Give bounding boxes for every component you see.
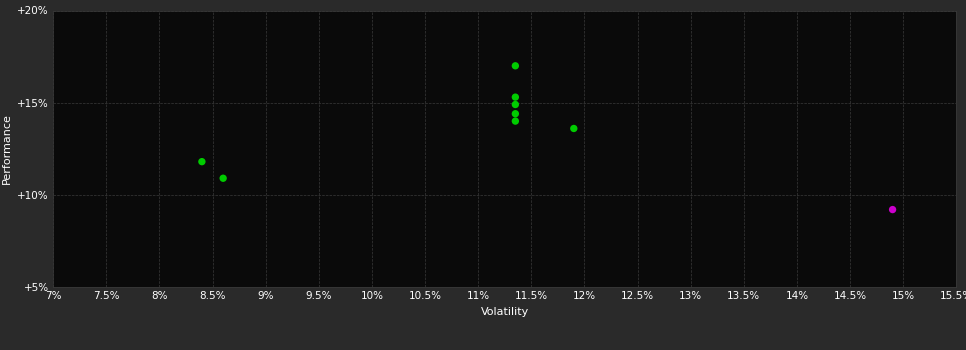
Point	[215, 175, 231, 181]
Point	[508, 118, 524, 124]
Point	[508, 94, 524, 100]
Point	[508, 102, 524, 107]
Point	[508, 63, 524, 69]
Point	[885, 207, 900, 212]
X-axis label: Volatility: Volatility	[481, 307, 528, 317]
Point	[508, 111, 524, 117]
Point	[566, 126, 582, 131]
Y-axis label: Performance: Performance	[2, 113, 12, 184]
Point	[194, 159, 210, 164]
